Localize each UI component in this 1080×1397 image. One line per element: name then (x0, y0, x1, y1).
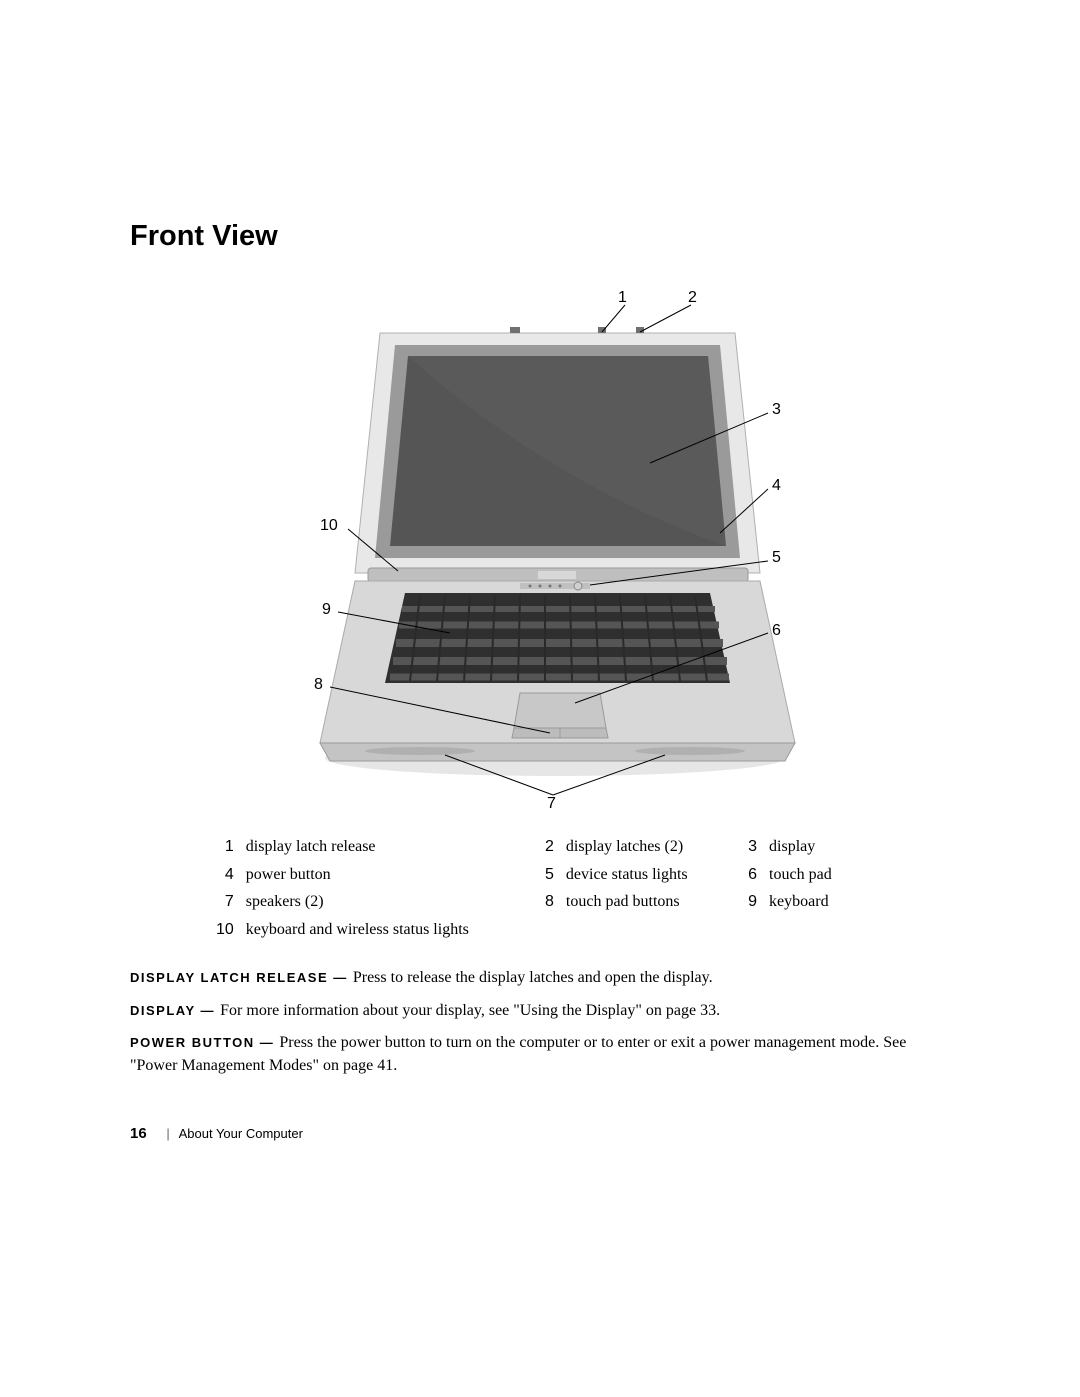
legend-num: 10 (210, 916, 240, 944)
legend-label: speakers (2) (240, 888, 532, 916)
table-row: 4 power button 5 device status lights 6 … (210, 861, 870, 889)
callout-1: 1 (618, 289, 627, 307)
legend-num: 3 (735, 833, 763, 861)
legend-num: 1 (210, 833, 240, 861)
legend-num: 4 (210, 861, 240, 889)
term-power-button: POWER BUTTON — (130, 1035, 279, 1050)
term-display: DISPLAY — (130, 1003, 220, 1018)
callout-3: 3 (772, 401, 781, 419)
legend-label: display latches (2) (560, 833, 735, 861)
page-footer: 16 | About Your Computer (130, 1125, 950, 1142)
legend-num: 5 (532, 861, 560, 889)
legend-label: device status lights (560, 861, 735, 889)
legend-label: keyboard and wireless status lights (240, 916, 532, 944)
legend-num: 2 (532, 833, 560, 861)
legend-num: 8 (532, 888, 560, 916)
callout-4: 4 (772, 477, 781, 495)
para-text: For more information about your display,… (220, 1002, 720, 1019)
legend-label: power button (240, 861, 532, 889)
display-latch-release-para: DISPLAY LATCH RELEASE — Press to release… (130, 967, 950, 989)
table-row: 10 keyboard and wireless status lights (210, 916, 870, 944)
front-view-figure: 1 2 3 4 5 6 7 8 9 10 (220, 283, 860, 813)
footer-section: About Your Computer (179, 1126, 303, 1141)
callout-2: 2 (688, 289, 697, 307)
legend-table: 1 display latch release 2 display latche… (210, 833, 870, 943)
callout-5: 5 (772, 549, 781, 567)
legend-label: keyboard (763, 888, 870, 916)
legend-label: display latch release (240, 833, 532, 861)
table-row: 7 speakers (2) 8 touch pad buttons 9 key… (210, 888, 870, 916)
legend-num: 9 (735, 888, 763, 916)
page-title: Front View (130, 220, 950, 253)
callout-7: 7 (547, 795, 556, 813)
table-row: 1 display latch release 2 display latche… (210, 833, 870, 861)
page-root: Front View (0, 0, 1080, 1262)
term-display-latch-release: DISPLAY LATCH RELEASE — (130, 970, 353, 985)
footer-separator: | (166, 1126, 169, 1141)
power-button-para: POWER BUTTON — Press the power button to… (130, 1032, 950, 1077)
page-number: 16 (130, 1125, 147, 1142)
para-text: Press to release the display latches and… (353, 969, 713, 986)
callout-6: 6 (772, 622, 781, 640)
callout-9: 9 (322, 601, 331, 619)
callout-10: 10 (320, 517, 338, 535)
display-para: DISPLAY — For more information about you… (130, 1000, 950, 1022)
legend-num: 6 (735, 861, 763, 889)
legend-label: touch pad (763, 861, 870, 889)
laptop-illustration (220, 283, 860, 813)
legend-label: touch pad buttons (560, 888, 735, 916)
legend-num: 7 (210, 888, 240, 916)
callout-8: 8 (314, 676, 323, 694)
legend-label: display (763, 833, 870, 861)
